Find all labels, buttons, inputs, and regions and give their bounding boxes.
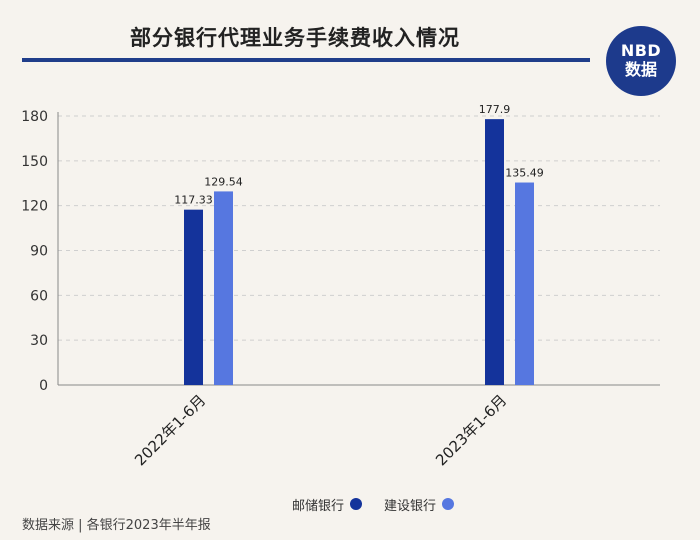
bar <box>485 119 504 385</box>
legend-label-series2: 建设银行 <box>384 498 437 514</box>
x-tick-label: 2023年1-6月 <box>432 391 510 469</box>
data-label: 177.9 <box>479 103 511 116</box>
legend-swatch-series2 <box>442 498 455 510</box>
legend-label-series1: 邮储银行 <box>292 498 345 514</box>
legend-item-series2: 建设银行 <box>384 495 455 514</box>
nbd-logo: NBD 数据 <box>606 26 676 96</box>
y-tick-label: 30 <box>30 333 48 349</box>
y-tick-label: 150 <box>21 154 48 170</box>
legend-swatch-series1 <box>350 498 363 510</box>
legend-item-series1: 邮储银行 <box>292 495 363 514</box>
y-tick-label: 90 <box>30 244 48 260</box>
data-label: 117.33 <box>174 194 213 207</box>
y-tick-label: 120 <box>21 199 48 215</box>
x-tick-label: 2022年1-6月 <box>131 391 209 469</box>
logo-text-bottom: 数据 <box>624 60 657 79</box>
data-source-note: 数据来源 | 各银行2023年半年报 <box>22 518 211 533</box>
bar <box>214 191 233 385</box>
bar <box>184 209 203 385</box>
title-underline <box>22 58 590 62</box>
legend: 邮储银行 建设银行 <box>292 494 476 514</box>
y-tick-label: 0 <box>39 378 48 394</box>
y-tick-label: 180 <box>21 109 48 125</box>
y-tick-label: 60 <box>30 288 48 304</box>
data-label: 129.54 <box>204 175 243 188</box>
chart-title: 部分银行代理业务手续费收入情况 <box>130 26 460 50</box>
data-label: 135.49 <box>505 167 544 180</box>
bar <box>515 182 534 385</box>
logo-text-top: NBD <box>620 41 662 60</box>
